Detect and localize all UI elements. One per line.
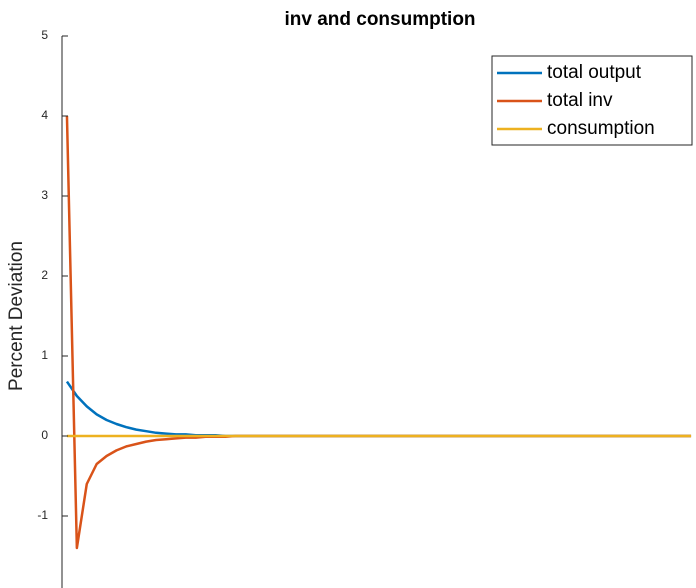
series-line [65,380,692,438]
y-tick-label: 4 [41,108,48,122]
plot-area [65,115,692,550]
y-tick-label: 3 [41,188,48,202]
y-tick-label: 1 [41,348,48,362]
y-tick-label: 0 [41,428,48,442]
y-tick-label: 2 [41,268,48,282]
legend-label: total inv [547,90,613,111]
y-tick-label: -1 [37,508,48,522]
y-tick-label: 5 [41,28,48,42]
y-axis-label: Percent Deviation [6,241,27,391]
legend-label: consumption [547,118,655,139]
chart-title: inv and consumption [284,9,475,30]
series-line [65,115,692,550]
legend-label: total output [547,62,642,83]
